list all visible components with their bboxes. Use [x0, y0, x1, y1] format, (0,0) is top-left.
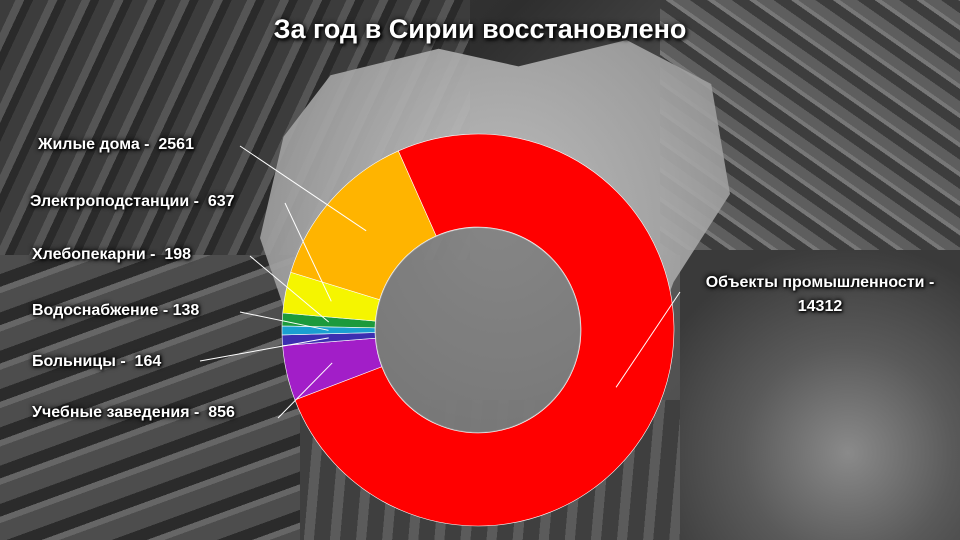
label-substations: Электроподстанции - 637 [30, 193, 235, 210]
label-water-supply: Водоснабжение - 138 [32, 302, 200, 319]
leader-line-2 [199, 337, 329, 362]
leader-line-3 [239, 311, 329, 331]
background-photo-aid-recipient [680, 250, 960, 540]
leader-line-4 [249, 255, 330, 323]
background-photo-workshop [0, 255, 300, 540]
chart-title: За год в Сирии восстановлено [273, 14, 687, 44]
leader-line-6 [239, 145, 367, 232]
label-homes: Жилые дома - 2561 [38, 136, 194, 153]
label-schools: Учебные заведения - 856 [32, 404, 235, 421]
label-hospitals: Больницы - 164 [32, 353, 162, 370]
donut-hole [376, 228, 580, 432]
leader-line-1 [277, 362, 333, 419]
slice-0 [294, 133, 675, 527]
slice-6 [290, 150, 437, 301]
label-industry: Объекты промышленности - 14312 [705, 274, 935, 315]
label-bakeries: Хлебопекарни - 198 [32, 246, 192, 263]
leader-line-0 [615, 291, 681, 388]
leader-line-5 [284, 202, 332, 302]
